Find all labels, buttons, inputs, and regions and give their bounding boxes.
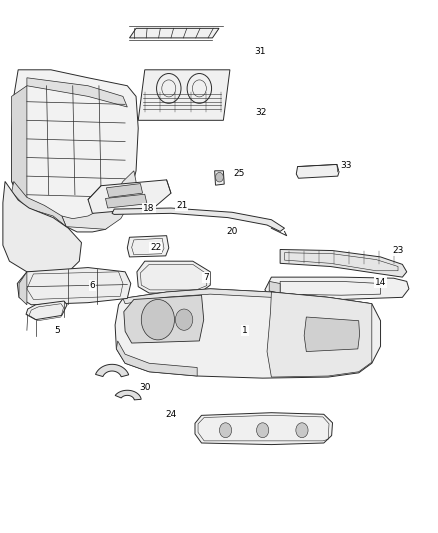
- Polygon shape: [27, 78, 127, 107]
- Text: 6: 6: [89, 280, 95, 289]
- Circle shape: [215, 172, 223, 182]
- Polygon shape: [12, 86, 27, 200]
- Text: 24: 24: [166, 410, 177, 419]
- Polygon shape: [280, 249, 407, 277]
- Text: 1: 1: [242, 326, 248, 335]
- Polygon shape: [215, 171, 224, 185]
- Text: 20: 20: [226, 228, 238, 237]
- Polygon shape: [88, 180, 171, 213]
- Polygon shape: [296, 165, 339, 178]
- Circle shape: [219, 423, 232, 438]
- Text: 21: 21: [176, 201, 187, 210]
- Text: 32: 32: [255, 108, 266, 117]
- Polygon shape: [127, 236, 169, 257]
- Polygon shape: [117, 341, 197, 376]
- Text: 14: 14: [375, 278, 386, 287]
- Polygon shape: [265, 277, 409, 300]
- Polygon shape: [3, 181, 81, 272]
- Text: 18: 18: [143, 204, 155, 213]
- Polygon shape: [17, 268, 131, 305]
- Polygon shape: [19, 272, 27, 305]
- Circle shape: [175, 309, 193, 330]
- Polygon shape: [12, 70, 138, 232]
- Polygon shape: [12, 181, 66, 227]
- Polygon shape: [123, 289, 372, 308]
- Polygon shape: [304, 317, 360, 352]
- Polygon shape: [115, 390, 141, 400]
- Polygon shape: [138, 70, 230, 120]
- Text: 25: 25: [233, 169, 244, 178]
- Circle shape: [257, 423, 269, 438]
- Circle shape: [296, 423, 308, 438]
- Polygon shape: [62, 171, 136, 229]
- Polygon shape: [95, 365, 129, 377]
- Polygon shape: [112, 208, 285, 231]
- Polygon shape: [106, 194, 147, 208]
- Polygon shape: [106, 183, 143, 197]
- Text: 33: 33: [340, 161, 351, 170]
- Circle shape: [141, 300, 174, 340]
- Polygon shape: [26, 301, 67, 320]
- Polygon shape: [130, 28, 219, 38]
- Text: 5: 5: [55, 326, 60, 335]
- Text: 22: 22: [150, 244, 161, 253]
- Polygon shape: [115, 289, 381, 378]
- Text: 30: 30: [139, 383, 151, 392]
- Text: 7: 7: [203, 273, 209, 281]
- Polygon shape: [137, 261, 210, 293]
- Polygon shape: [124, 295, 204, 343]
- Polygon shape: [269, 281, 280, 293]
- Polygon shape: [195, 413, 332, 445]
- Text: 31: 31: [255, 47, 266, 55]
- Polygon shape: [267, 292, 372, 377]
- Text: 23: 23: [392, 246, 404, 255]
